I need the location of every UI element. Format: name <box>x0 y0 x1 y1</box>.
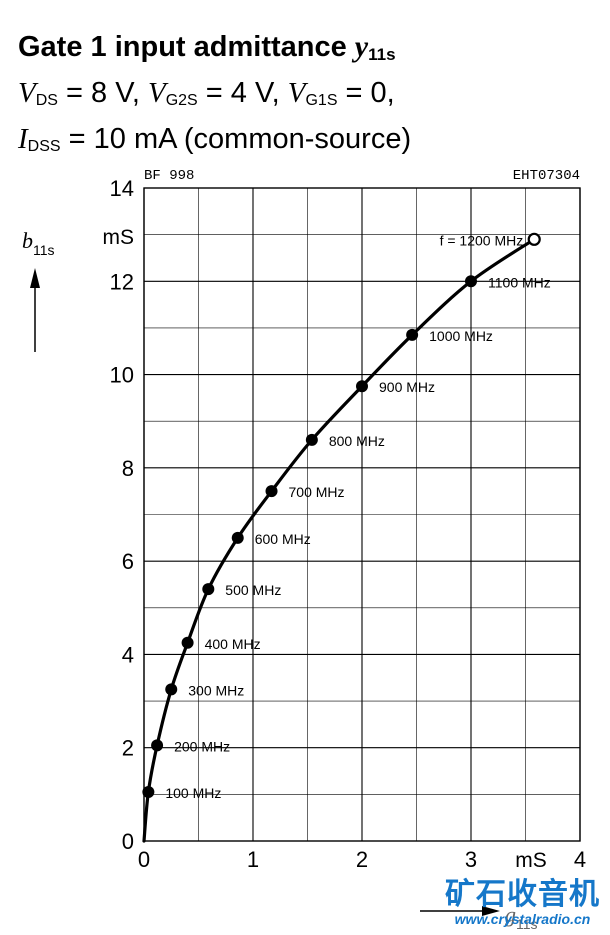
frequency-point <box>142 786 155 799</box>
y-tick-label: 0 <box>122 829 134 854</box>
y-unit-label: mS <box>103 226 135 249</box>
cond-sub: G1S <box>305 92 338 109</box>
cond-symbol: V <box>147 77 166 109</box>
frequency-label: 300 MHz <box>188 682 244 698</box>
cond-value: = 4 V, <box>197 77 288 109</box>
x-symbol-sub: 11s <box>516 916 538 932</box>
chart-title: Gate 1 input admittance y11s <box>18 28 411 74</box>
frequency-point <box>465 275 477 288</box>
conditions-line-2: IDSS = 10 mA (common-source) <box>18 120 411 166</box>
y-tick-label: 8 <box>122 456 134 481</box>
frequency-label: 500 MHz <box>225 582 281 598</box>
y-symbol: b <box>22 228 33 253</box>
code-label: EHT07304 <box>513 168 580 184</box>
frequency-label: 100 MHz <box>165 785 221 801</box>
x-axis-arrowhead <box>482 906 500 916</box>
x-tick-label: 1 <box>247 847 259 872</box>
cond-value: = 0, <box>337 77 395 109</box>
cond-symbol: V <box>287 77 306 109</box>
frequency-label: f = 1200 MHz <box>440 232 524 248</box>
y-axis-arrowhead <box>30 268 40 288</box>
title-symbol: y <box>354 30 369 63</box>
frequency-point <box>406 328 419 341</box>
frequency-label: 400 MHz <box>205 636 261 652</box>
x-tick-label: 4 <box>574 847 586 872</box>
frequency-label: 1000 MHz <box>429 328 493 344</box>
frequency-point <box>165 683 178 696</box>
frequency-label: 600 MHz <box>255 531 311 547</box>
watermark-text: 矿石收音机 <box>445 877 600 912</box>
title-text: Gate 1 input admittance <box>18 31 355 63</box>
frequency-point <box>265 485 278 498</box>
frequency-point <box>356 380 368 393</box>
y-tick-label: 4 <box>122 642 134 667</box>
frequency-point <box>231 531 244 544</box>
curve-layer <box>142 232 541 843</box>
watermark-url: www.crystalradio.cn <box>454 911 591 927</box>
cond-symbol: V <box>18 77 36 109</box>
y-tick-label: 2 <box>122 736 134 761</box>
frequency-point <box>305 433 318 446</box>
frequency-label: 800 MHz <box>329 433 385 449</box>
y-tick-label: 10 <box>110 363 134 388</box>
y-axis-symbol: b11s <box>22 228 55 258</box>
cond-sub: G2S <box>165 92 198 109</box>
frequency-label: 700 MHz <box>289 484 345 500</box>
x-tick-label: 0 <box>138 847 150 872</box>
frequency-label: 900 MHz <box>379 379 435 395</box>
x-unit-label: mS <box>515 849 547 872</box>
y-symbol-sub: 11s <box>33 242 55 258</box>
x-symbol: g <box>505 902 516 927</box>
frequency-point <box>202 583 215 596</box>
x-tick-label: 3 <box>465 847 477 872</box>
point-labels: 100 MHz 200 MHz 300 MHz 400 MHz 500 MHz 600 M… <box>165 232 550 801</box>
cond-value: = 10 mA (common-source) <box>60 123 412 155</box>
plot-frame <box>143 187 581 842</box>
frequency-point <box>181 636 194 649</box>
device-label: BF 998 <box>144 168 194 184</box>
frequency-point <box>527 232 541 246</box>
frequency-point <box>151 739 164 752</box>
cond-sub: DS <box>35 92 58 109</box>
frequency-label: 1100 MHz <box>488 274 551 290</box>
watermark: 矿石收音机 www.crystalradio.cn <box>445 877 600 928</box>
y-tick-label: 12 <box>110 269 134 294</box>
title-symbol-sub: 11s <box>368 45 396 64</box>
frequency-label: 200 MHz <box>174 738 230 754</box>
cond-value: = 8 V, <box>57 77 148 109</box>
y-tick-label: 6 <box>122 549 134 574</box>
x-axis-symbol: g11s <box>505 902 538 932</box>
title-block: Gate 1 input admittance y11s VDS = 8 V, … <box>18 28 411 166</box>
y-tick-label: 14 <box>110 176 134 201</box>
cond-symbol: I <box>18 123 28 155</box>
cond-sub: DSS <box>27 138 61 155</box>
conditions-line-1: VDS = 8 V, VG2S = 4 V, VG1S = 0, <box>18 74 411 120</box>
x-tick-label: 2 <box>356 847 368 872</box>
